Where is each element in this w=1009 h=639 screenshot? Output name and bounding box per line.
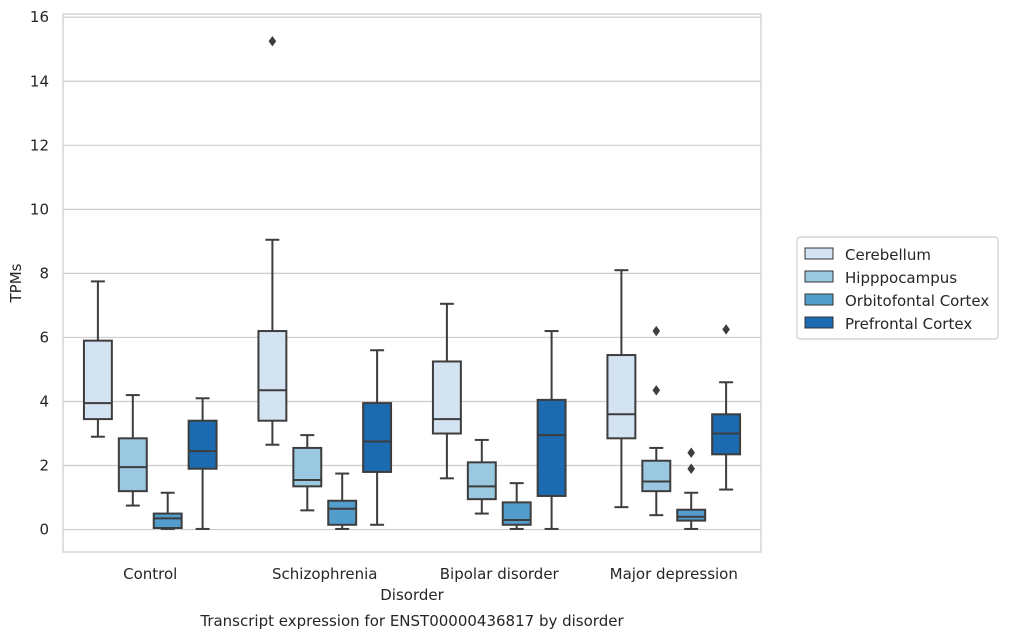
outlier-point [268, 36, 277, 47]
iqr-box [152, 512, 183, 529]
box-prefrontal-cortex [187, 397, 218, 530]
y-tick-label: 6 [39, 328, 49, 346]
box-orbitofontal-cortex [152, 491, 183, 530]
box-cerebellum [606, 269, 637, 509]
legend-label: Cerebellum [845, 246, 931, 264]
box-orbitofontal-cortex [327, 472, 358, 530]
y-tick-label: 12 [30, 136, 49, 154]
box-hipppocampus [466, 438, 497, 515]
box-hipppocampus [641, 325, 672, 517]
iqr-box [676, 508, 707, 522]
box-prefrontal-cortex [536, 330, 567, 530]
y-tick-label: 16 [30, 8, 49, 26]
iqr-box [257, 330, 288, 422]
y-tick-label: 14 [30, 72, 49, 90]
gridlines [63, 16, 761, 531]
box-orbitofontal-cortex [676, 447, 707, 530]
legend-frame [796, 236, 999, 340]
iqr-box [82, 339, 113, 421]
iqr-box [327, 499, 358, 526]
outlier-point [722, 324, 730, 335]
box-hipppocampus [117, 394, 148, 507]
x-tick-label: Schizophrenia [272, 565, 377, 583]
x-tick-label: Control [123, 565, 177, 583]
box-cerebellum [257, 36, 288, 446]
box-prefrontal-cortex [711, 324, 742, 491]
outlier-point [687, 447, 695, 458]
iqr-box [501, 501, 532, 526]
legend-swatch [804, 247, 834, 260]
plot-frame [62, 13, 762, 553]
box-prefrontal-cortex [362, 349, 393, 526]
y-tick-label: 2 [39, 457, 49, 475]
box-cerebellum [431, 302, 462, 480]
iqr-box [362, 402, 393, 473]
x-axis-label: Disorder [380, 586, 444, 604]
outlier-point [687, 463, 695, 474]
iqr-box [431, 360, 462, 435]
legend-swatch [804, 316, 834, 329]
box-hipppocampus [292, 434, 323, 512]
legend-swatch [804, 293, 834, 306]
legend-label: Prefrontal Cortex [845, 315, 972, 333]
iqr-box [187, 419, 218, 470]
x-tick-label: Major depression [610, 565, 738, 583]
y-axis-label: TPMs [7, 263, 25, 303]
box-cerebellum [82, 280, 113, 438]
iqr-box [466, 461, 497, 501]
legend-swatch [804, 270, 834, 283]
outlier-point [652, 325, 661, 337]
iqr-box [641, 459, 672, 493]
y-axis-ticks: 0 2 4 6 8 10 12 14 16 [30, 8, 49, 538]
y-tick-label: 10 [30, 200, 49, 218]
boxes [82, 36, 742, 530]
x-tick-label: Bipolar disorder [440, 565, 560, 583]
legend: Cerebellum Hipppocampus Orbitofontal Corte… [796, 236, 999, 340]
legend-label: Orbitofontal Cortex [845, 292, 989, 310]
outlier-point [652, 385, 661, 396]
chart-caption: Transcript expression for ENST0000043681… [199, 612, 624, 630]
iqr-box [117, 437, 148, 493]
y-tick-label: 0 [39, 521, 49, 539]
x-axis-ticks: Control Schizophrenia Bipolar disorder Majo… [123, 565, 738, 583]
box-orbitofontal-cortex [501, 482, 532, 530]
iqr-box [606, 354, 637, 440]
iqr-box [536, 398, 567, 497]
y-tick-label: 4 [39, 392, 49, 410]
y-tick-label: 8 [39, 264, 49, 282]
legend-label: Hipppocampus [845, 269, 957, 287]
